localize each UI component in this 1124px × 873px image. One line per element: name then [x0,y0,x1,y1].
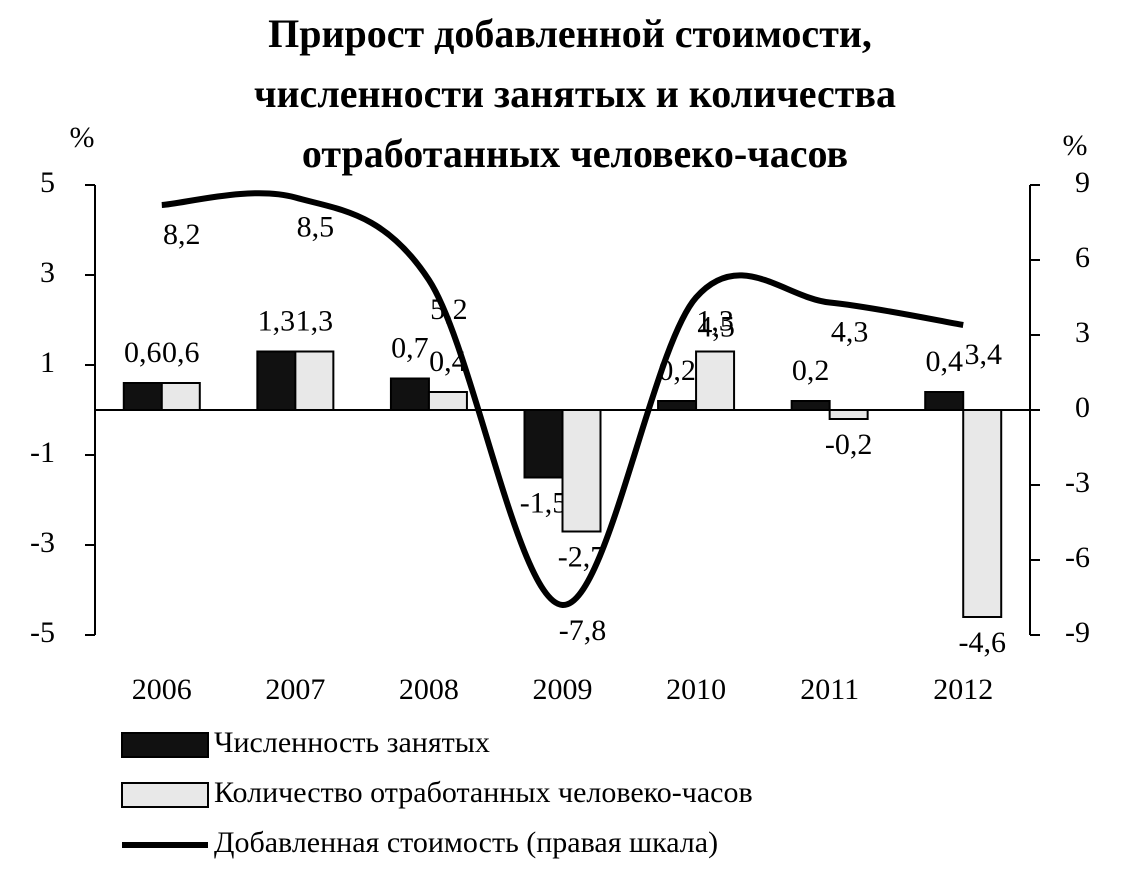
y-tick-label: 1 [40,346,55,379]
value-label: 0,2 [792,354,830,387]
value-label: 1,3 [296,304,334,337]
y2-tick-label: 6 [1075,241,1090,274]
bar [924,391,965,411]
value-label: 3,4 [964,338,1002,371]
y-tick-label: -3 [30,526,55,559]
bar [160,382,201,411]
value-label: -7,8 [559,614,607,647]
x-tick-label: 2011 [800,673,859,706]
x-tick-label: 2012 [933,673,993,706]
value-label: 0,4 [925,345,963,378]
bar [122,382,163,411]
x-tick-label: 2010 [666,673,726,706]
bar [523,409,564,479]
bar [695,350,736,411]
y-axis-label: % [70,121,95,154]
x-tick-label: 2009 [533,673,593,706]
y2-tick-label: 9 [1075,166,1090,199]
y2-tick-label: 0 [1075,391,1090,424]
x-tick-label: 2006 [132,673,192,706]
legend-swatch [121,732,209,758]
x-tick-label: 2008 [399,673,459,706]
value-label: 0,6 [124,336,162,369]
bar [561,409,602,533]
legend-label: Численность занятых [214,726,490,759]
legend-label: Добавленная стоимость (правая шкала) [214,826,718,859]
value-label: -4,6 [958,626,1006,659]
x-tick-label: 2007 [265,673,325,706]
legend-swatch [121,782,209,808]
bar [962,409,1003,618]
value-label: -0,2 [825,428,873,461]
bar [427,391,468,411]
value-label: 8,2 [163,218,201,251]
bar [294,350,335,411]
y2-tick-label: -6 [1065,541,1090,574]
value-label: 1,3 [696,304,734,337]
y2-tick-label: -9 [1065,616,1090,649]
value-label: 8,5 [297,210,335,243]
value-label: 1,3 [258,304,296,337]
value-label: 0,6 [162,336,200,369]
value-label: 4,3 [831,315,869,348]
y2-axis-label: % [1063,129,1088,162]
value-label: 5,2 [430,293,468,326]
y-tick-label: -1 [30,436,55,469]
y-tick-label: 5 [40,166,55,199]
bar [256,350,297,411]
legend-label: Количество отработанных человеко-часов [214,776,753,809]
value-label: 0,7 [391,331,429,364]
chart-title: численности занятых и количества [254,71,896,116]
bar [389,377,430,411]
bar [790,400,831,411]
value-label: -1,5 [520,486,568,519]
y-tick-label: 3 [40,256,55,289]
y2-tick-label: -3 [1065,466,1090,499]
line [161,190,964,609]
y-tick-label: -5 [30,616,55,649]
chart-title: Прирост добавленной стоимости, [268,11,872,56]
chart-title: отработанных человеко-часов [302,131,848,176]
bar [828,409,869,420]
bar [657,400,698,411]
value-label: 4,5 [697,310,735,343]
y2-tick-label: 3 [1075,316,1090,349]
